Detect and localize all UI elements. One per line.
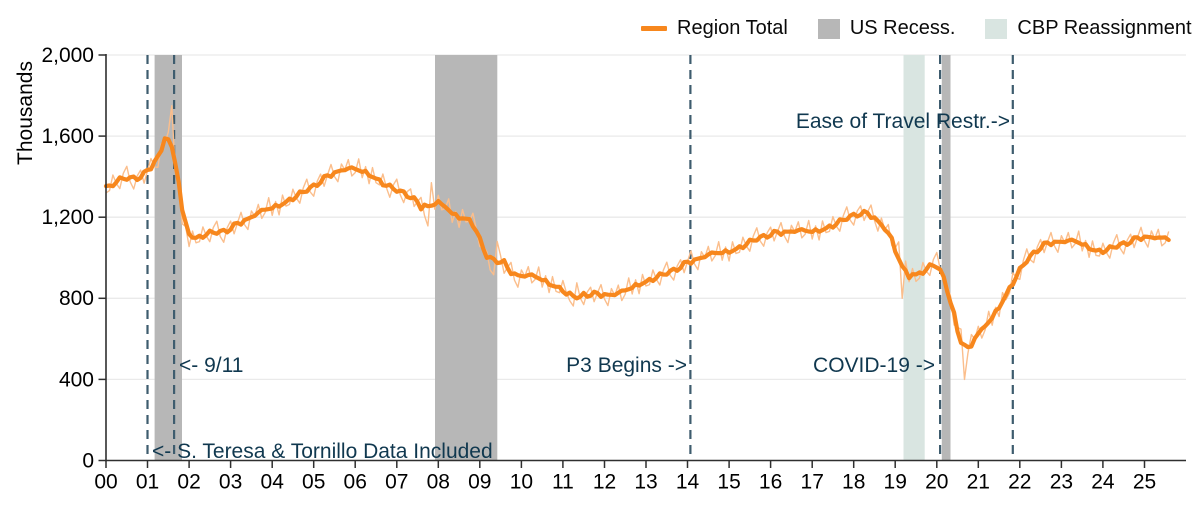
x-tick-label: 02 xyxy=(177,471,200,494)
chart-legend: Region Total US Recess. CBP Reassignment xyxy=(641,17,1192,40)
legend-item-us-recession: US Recess. xyxy=(817,17,956,40)
annotation-s-teresa-tornillo: <- S. Teresa & Tornillo Data Included xyxy=(152,440,493,463)
x-tick-label: 22 xyxy=(1008,471,1031,494)
x-tick-label: 16 xyxy=(759,471,782,494)
x-tick-label: 00 xyxy=(94,471,117,494)
x-tick-label: 06 xyxy=(344,471,367,494)
x-tick-label: 21 xyxy=(967,471,990,494)
x-tick-label: 19 xyxy=(884,471,907,494)
cbp-reassignment-band xyxy=(903,55,925,461)
x-tick-label: 23 xyxy=(1050,471,1073,494)
x-tick-label: 09 xyxy=(468,471,491,494)
annotation-9-11: <- 9/11 xyxy=(179,354,244,377)
x-tick-label: 13 xyxy=(634,471,657,494)
x-tick-label: 07 xyxy=(385,471,408,494)
annotation-p3-begins: P3 Begins -> xyxy=(566,354,687,377)
x-tick-label: 18 xyxy=(842,471,865,494)
legend-item-region-total: Region Total xyxy=(641,17,788,40)
y-tick-label: 1,200 xyxy=(41,206,94,229)
x-tick-label: 03 xyxy=(219,471,242,494)
x-tick-label: 04 xyxy=(261,471,285,494)
y-tick-label: 800 xyxy=(59,287,94,310)
y-tick-label: 1,600 xyxy=(41,125,94,148)
us-recession-band xyxy=(941,55,951,461)
x-tick-label: 17 xyxy=(801,471,824,494)
x-tick-label: 12 xyxy=(593,471,616,494)
y-tick-label: 400 xyxy=(59,368,94,391)
annotation-covid-19: COVID-19 -> xyxy=(813,354,935,377)
monthly-raw-line xyxy=(105,104,1170,381)
x-tick-label: 10 xyxy=(510,471,533,494)
legend-label-cbp-reassignment: CBP Reassignment xyxy=(1017,17,1192,39)
legend-label-region-total: Region Total xyxy=(677,17,788,39)
x-tick-label: 15 xyxy=(717,471,740,494)
us-recession-swatch-icon xyxy=(817,18,840,39)
legend-item-cbp-reassignment: CBP Reassignment xyxy=(985,17,1192,40)
x-tick-label: 01 xyxy=(136,471,159,494)
x-tick-label: 24 xyxy=(1091,471,1115,494)
cbp-reassignment-swatch-icon xyxy=(985,18,1008,39)
us-recession-band xyxy=(154,55,182,461)
y-axis-title: Thousands xyxy=(14,61,37,165)
y-tick-label: 2,000 xyxy=(41,44,94,67)
legend-label-us-recession: US Recess. xyxy=(849,17,956,39)
x-tick-label: 25 xyxy=(1133,471,1156,494)
region-total-trend-line xyxy=(103,136,1171,350)
x-tick-label: 08 xyxy=(427,471,450,494)
region-total-line-swatch-icon xyxy=(641,26,667,31)
annotation-ease-of-travel: Ease of Travel Restr.-> xyxy=(795,110,1010,133)
x-tick-label: 11 xyxy=(552,471,574,494)
x-tick-label: 20 xyxy=(925,471,948,494)
x-tick-label: 14 xyxy=(676,471,700,494)
y-tick-label: 0 xyxy=(82,449,94,472)
x-tick-label: 05 xyxy=(302,471,325,494)
